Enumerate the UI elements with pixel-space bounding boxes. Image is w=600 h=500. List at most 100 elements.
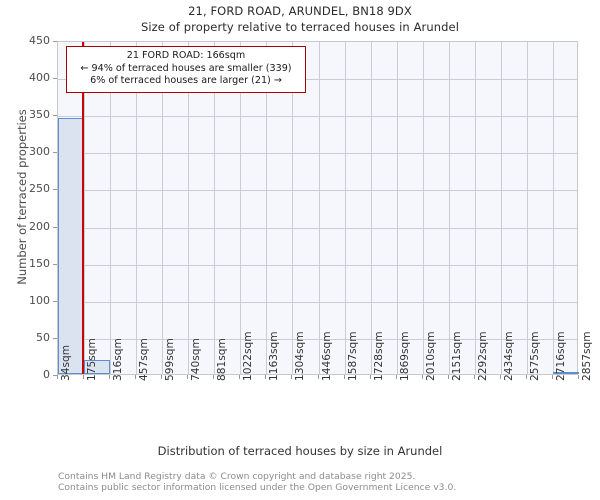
gridline-horizontal — [58, 153, 577, 154]
y-tick-label: 150 — [29, 256, 50, 270]
y-tick-mark — [53, 264, 57, 265]
x-tick-mark — [500, 375, 501, 379]
x-tick-label: 2575sqm — [528, 331, 541, 381]
x-tick-mark — [135, 375, 136, 379]
y-tick-mark — [53, 375, 57, 376]
title-block: 21, FORD ROAD, ARUNDEL, BN18 9DX Size of… — [0, 4, 600, 35]
chart-subtitle: Size of property relative to terraced ho… — [140, 20, 460, 34]
y-tick-label: 450 — [29, 34, 50, 47]
y-tick-mark — [53, 115, 57, 116]
x-tick-label: 2857sqm — [581, 331, 593, 381]
x-tick-mark — [239, 375, 240, 379]
x-tick-mark — [291, 375, 292, 379]
x-tick-label: 457sqm — [138, 338, 151, 381]
annotation-line-3: 6% of terraced houses are larger (21) → — [90, 75, 282, 86]
x-tick-mark — [344, 375, 345, 379]
x-tick-label: 1163sqm — [268, 331, 281, 381]
y-tick-label: 200 — [29, 219, 50, 233]
y-tick-mark — [53, 227, 57, 228]
annotation-line-1: 21 FORD ROAD: 166sqm — [126, 50, 246, 61]
plot-area — [57, 41, 579, 375]
footer-line-1: Contains HM Land Registry data © Crown c… — [58, 471, 416, 482]
x-tick-label: 2151sqm — [450, 331, 463, 381]
x-tick-mark — [396, 375, 397, 379]
y-tick-label: 50 — [36, 330, 50, 344]
x-tick-mark — [83, 375, 84, 379]
y-tick-mark — [53, 152, 57, 153]
x-tick-mark — [526, 375, 527, 379]
y-tick-label: 400 — [29, 71, 50, 85]
y-tick-mark — [53, 301, 57, 302]
footer-attribution: Contains HM Land Registry data © Crown c… — [58, 471, 456, 493]
footer-line-2: Contains public sector information licen… — [58, 482, 457, 493]
x-tick-mark — [187, 375, 188, 379]
gridline-vertical — [319, 42, 320, 374]
gridline-vertical — [136, 42, 137, 374]
y-tick-mark — [53, 78, 57, 79]
gridline-horizontal — [58, 302, 577, 303]
x-tick-label: 2010sqm — [424, 331, 437, 381]
x-tick-label: 316sqm — [112, 338, 125, 381]
gridline-vertical — [110, 42, 111, 374]
gridline-horizontal — [58, 190, 577, 191]
gridline-horizontal — [58, 228, 577, 229]
x-tick-label: 740sqm — [190, 338, 203, 381]
property-marker-line — [82, 42, 84, 374]
histogram-bar — [84, 359, 110, 374]
y-tick-label: 100 — [29, 293, 50, 307]
gridline-vertical — [553, 42, 554, 374]
x-tick-label: 175sqm — [86, 338, 99, 381]
property-annotation-box: 21 FORD ROAD: 166sqm ← 94% of terraced h… — [66, 46, 306, 93]
y-tick-label: 300 — [29, 145, 50, 159]
gridline-vertical — [266, 42, 267, 374]
y-tick-mark — [53, 338, 57, 339]
x-tick-label: 1304sqm — [294, 331, 307, 381]
gridline-vertical — [345, 42, 346, 374]
y-axis-label: Number of terraced properties — [15, 109, 29, 285]
x-tick-mark — [422, 375, 423, 379]
gridline-vertical — [475, 42, 476, 374]
gridline-vertical — [188, 42, 189, 374]
x-tick-mark — [552, 375, 553, 379]
gridline-vertical — [292, 42, 293, 374]
chart-title: 21, FORD ROAD, ARUNDEL, BN18 9DX — [188, 4, 412, 18]
x-tick-label: 1587sqm — [346, 331, 359, 381]
y-tick-mark — [53, 189, 57, 190]
gridline-vertical — [371, 42, 372, 374]
x-tick-mark — [318, 375, 319, 379]
x-tick-label: 881sqm — [216, 338, 229, 381]
x-tick-label: 2434sqm — [502, 331, 515, 381]
gridline-vertical — [397, 42, 398, 374]
gridline-horizontal — [58, 339, 577, 340]
y-tick-label: 350 — [29, 108, 50, 122]
x-tick-label: 2292sqm — [476, 331, 489, 381]
x-tick-mark — [578, 375, 579, 379]
gridline-vertical — [527, 42, 528, 374]
gridline-vertical — [214, 42, 215, 374]
gridline-vertical — [449, 42, 450, 374]
x-tick-mark — [57, 375, 58, 379]
histogram-bar — [553, 372, 579, 374]
gridline-vertical — [84, 42, 85, 374]
x-tick-label: 1869sqm — [398, 331, 411, 381]
x-tick-label: 1446sqm — [320, 331, 333, 381]
bars-layer — [58, 42, 579, 374]
y-tick-label: 250 — [29, 182, 50, 196]
x-tick-label: 2716sqm — [554, 331, 567, 381]
x-tick-mark — [213, 375, 214, 379]
x-tick-mark — [265, 375, 266, 379]
x-axis-label: Distribution of terraced houses by size … — [157, 444, 443, 458]
x-tick-mark — [474, 375, 475, 379]
gridline-horizontal — [58, 116, 577, 117]
gridline-vertical — [162, 42, 163, 374]
x-tick-label: 599sqm — [164, 338, 177, 381]
x-tick-mark — [370, 375, 371, 379]
x-tick-label: 1728sqm — [372, 331, 385, 381]
gridline-horizontal — [58, 265, 577, 266]
x-tick-label: 34sqm — [60, 344, 72, 381]
x-tick-mark — [109, 375, 110, 379]
histogram-bar — [58, 117, 84, 374]
gridline-vertical — [423, 42, 424, 374]
x-tick-label: 1022sqm — [242, 331, 255, 381]
